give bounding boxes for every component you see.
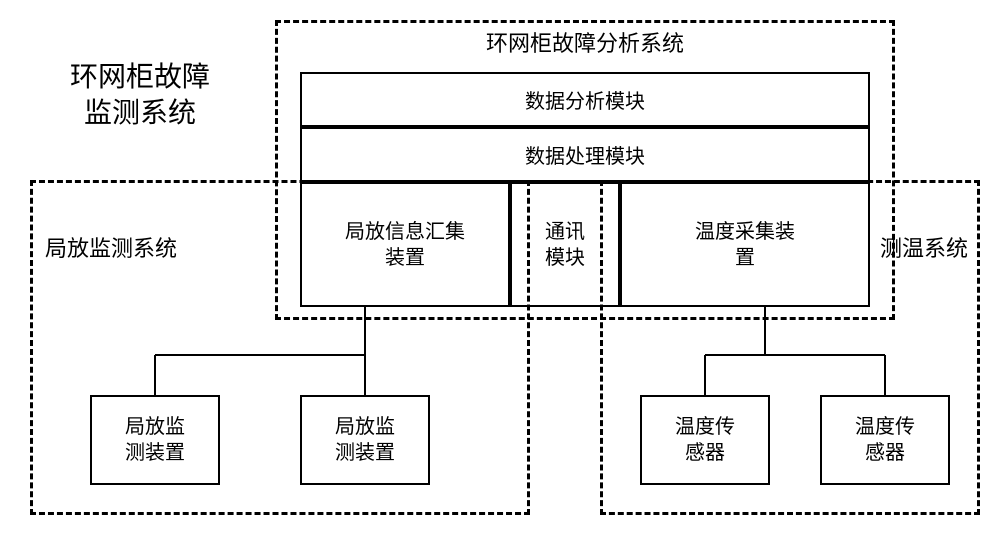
pd-device-1: 局放监 测装置 [90,395,220,485]
data-processing-label: 数据处理模块 [525,140,645,169]
data-analysis-label: 数据分析模块 [525,85,645,114]
pd-device-2-label: 局放监 测装置 [335,414,395,466]
temp-system-title: 测温系统 [880,235,980,264]
main-title: 环网柜故障 监测系统 [30,60,250,133]
main-title-line2: 监测系统 [30,96,250,132]
temp-sensor-2: 温度传 感器 [820,395,950,485]
analysis-system-title: 环网柜故障分析系统 [275,30,895,59]
data-processing-module: 数据处理模块 [300,127,870,182]
temp-sensor-2-label: 温度传 感器 [855,414,915,466]
pd-device-2: 局放监 测装置 [300,395,430,485]
temp-sensor-1: 温度传 感器 [640,395,770,485]
data-analysis-module: 数据分析模块 [300,72,870,127]
temp-sensor-1-label: 温度传 感器 [675,414,735,466]
pd-device-1-label: 局放监 测装置 [125,414,185,466]
main-title-line1: 环网柜故障 [30,60,250,96]
pd-system-title: 局放监测系统 [45,235,225,264]
comm-module-label: 通讯 模块 [545,219,585,271]
